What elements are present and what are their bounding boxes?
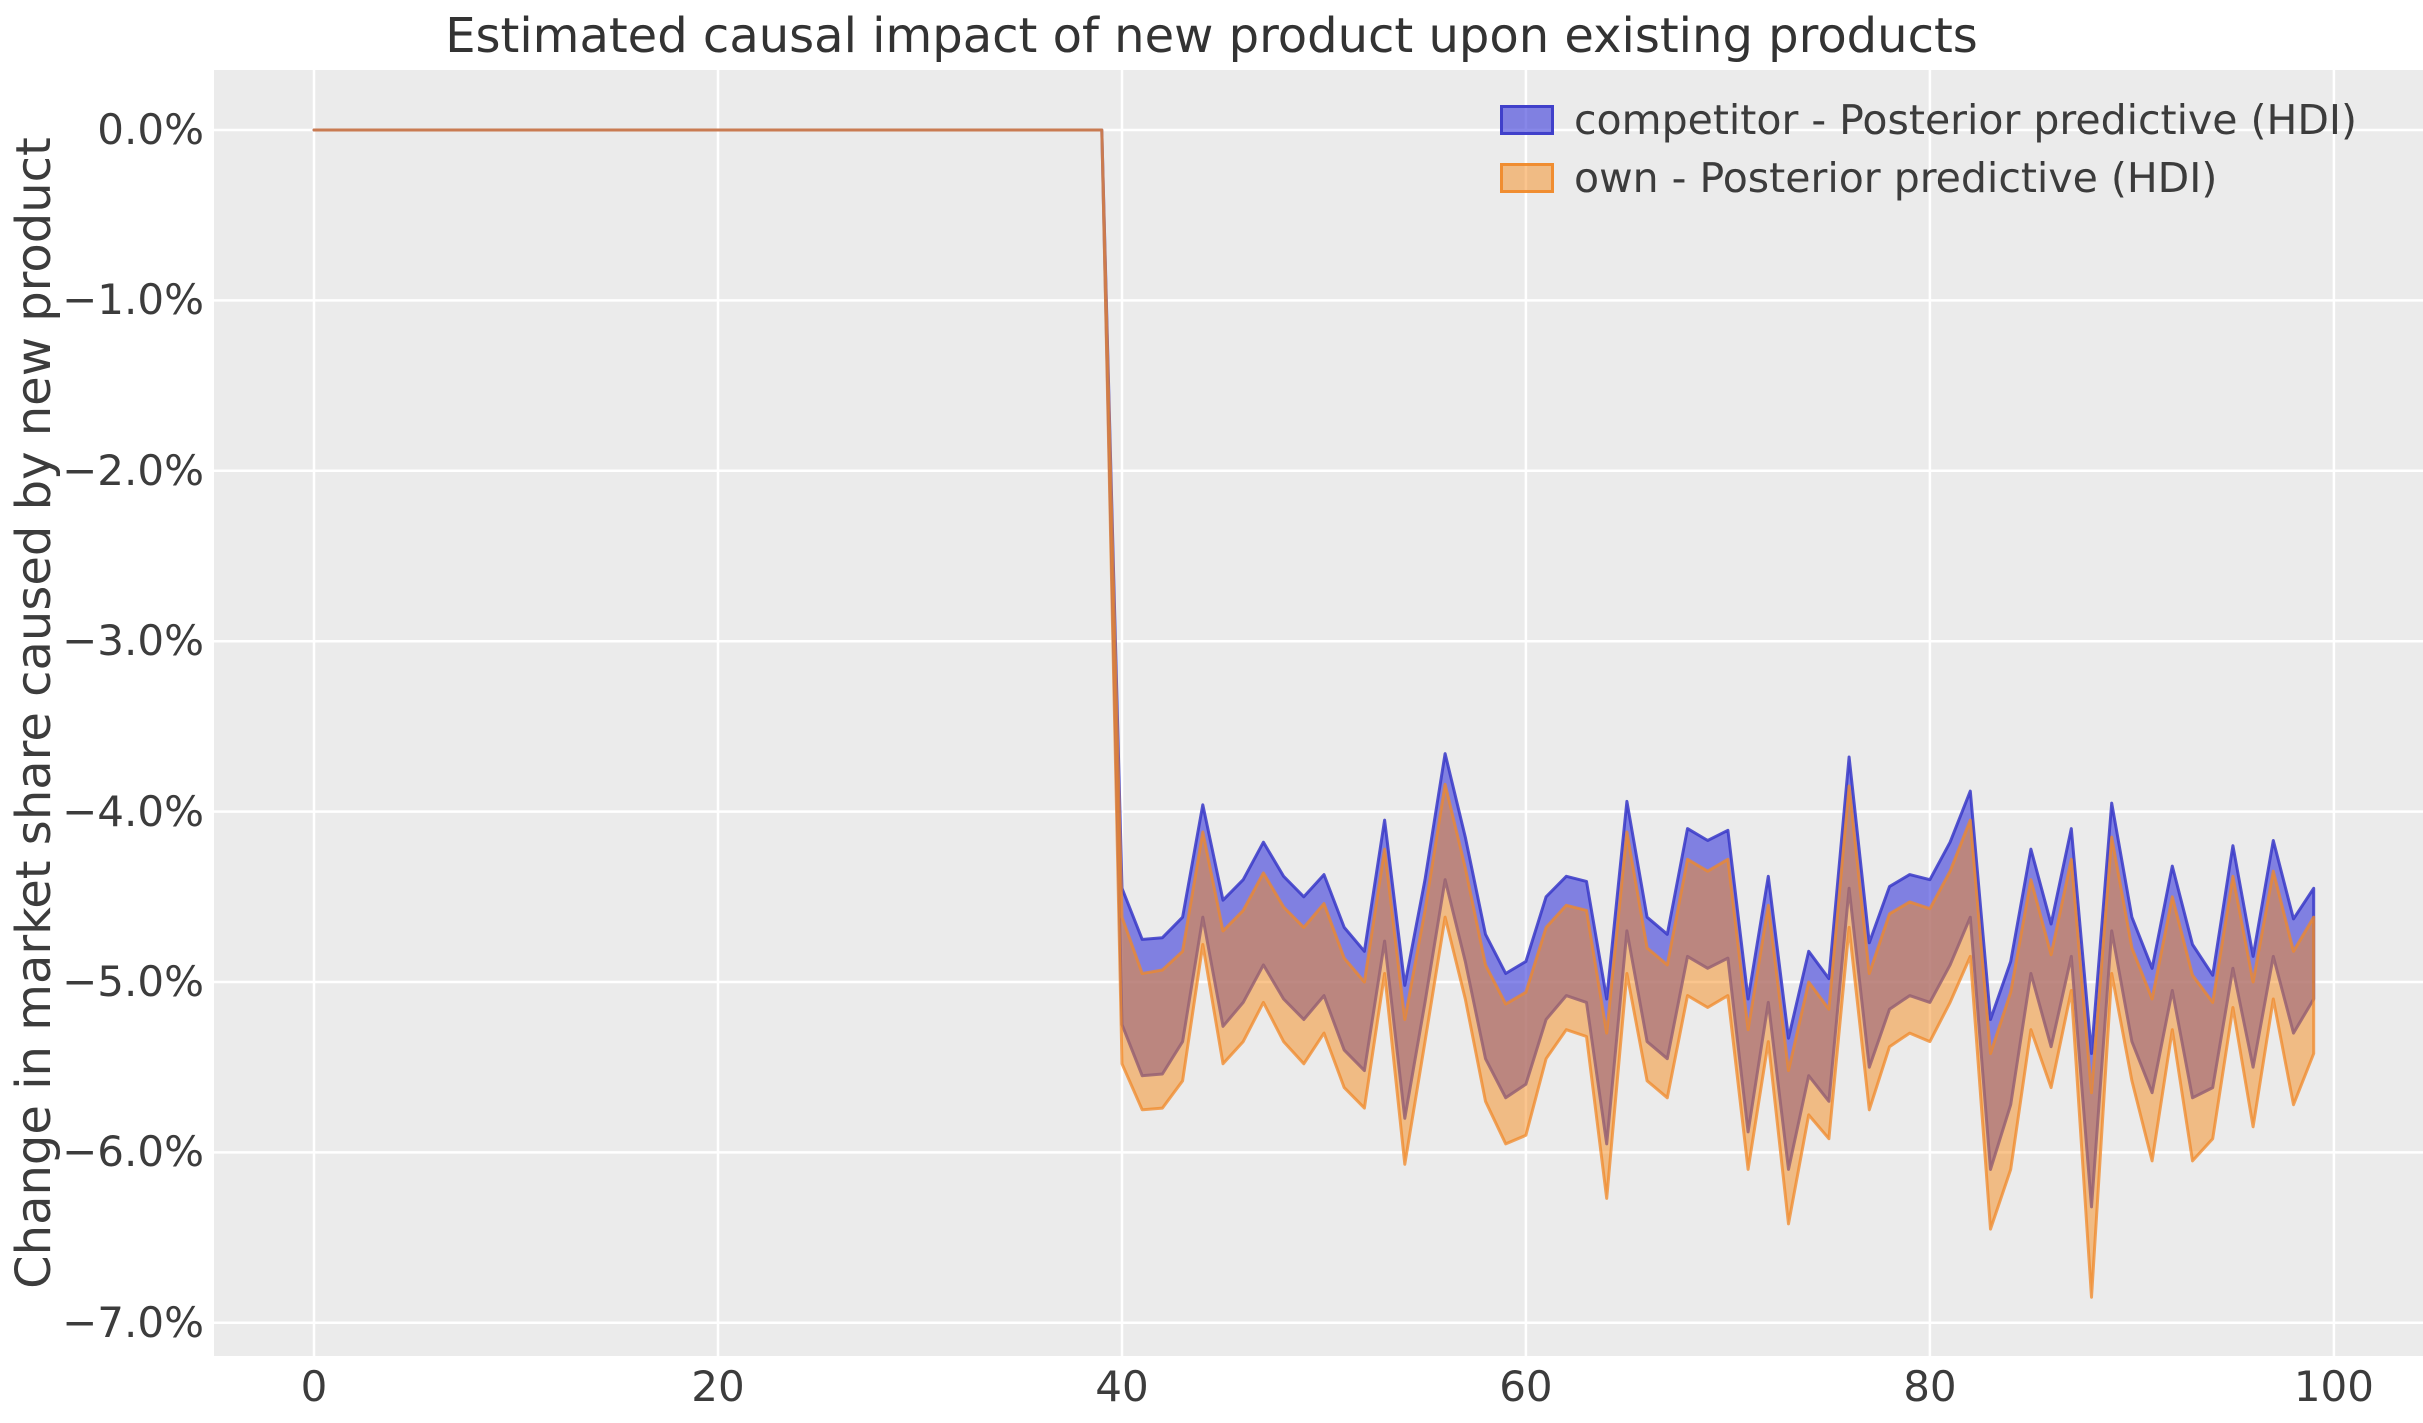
plot-area: competitor - Posterior predictive (HDI) … bbox=[214, 70, 2423, 1356]
y-tick-label: −5.0% bbox=[62, 956, 204, 1006]
y-tick-label: −7.0% bbox=[62, 1297, 204, 1347]
legend-label-competitor: competitor - Posterior predictive (HDI) bbox=[1574, 96, 2358, 144]
x-tick-label: 20 bbox=[691, 1362, 745, 1411]
own-hdi-swatch bbox=[1500, 163, 1554, 193]
chart-svg bbox=[214, 70, 2423, 1356]
legend-label-own: own - Posterior predictive (HDI) bbox=[1574, 154, 2218, 202]
y-tick-label: −1.0% bbox=[62, 275, 204, 325]
x-tick-label: 100 bbox=[2293, 1362, 2374, 1411]
y-tick-label: −3.0% bbox=[62, 616, 204, 666]
x-tick-label: 80 bbox=[1903, 1362, 1957, 1411]
legend-item-competitor: competitor - Posterior predictive (HDI) bbox=[1500, 96, 2357, 144]
competitor-hdi-swatch bbox=[1500, 105, 1554, 135]
x-tick-label: 60 bbox=[1499, 1362, 1553, 1411]
x-tick-label: 0 bbox=[300, 1362, 328, 1411]
y-tick-label: −2.0% bbox=[62, 445, 204, 495]
legend: competitor - Posterior predictive (HDI) … bbox=[1500, 96, 2357, 212]
y-tick-label: 0.0% bbox=[97, 104, 204, 154]
legend-item-own: own - Posterior predictive (HDI) bbox=[1500, 154, 2357, 202]
y-tick-label: −4.0% bbox=[62, 786, 204, 836]
chart-title: Estimated causal impact of new product u… bbox=[445, 8, 1978, 64]
x-tick-label: 40 bbox=[1095, 1362, 1149, 1411]
y-tick-label: −6.0% bbox=[62, 1127, 204, 1177]
